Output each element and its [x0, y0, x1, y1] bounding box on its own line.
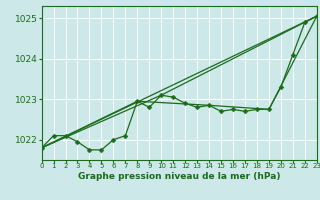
X-axis label: Graphe pression niveau de la mer (hPa): Graphe pression niveau de la mer (hPa)	[78, 172, 280, 181]
